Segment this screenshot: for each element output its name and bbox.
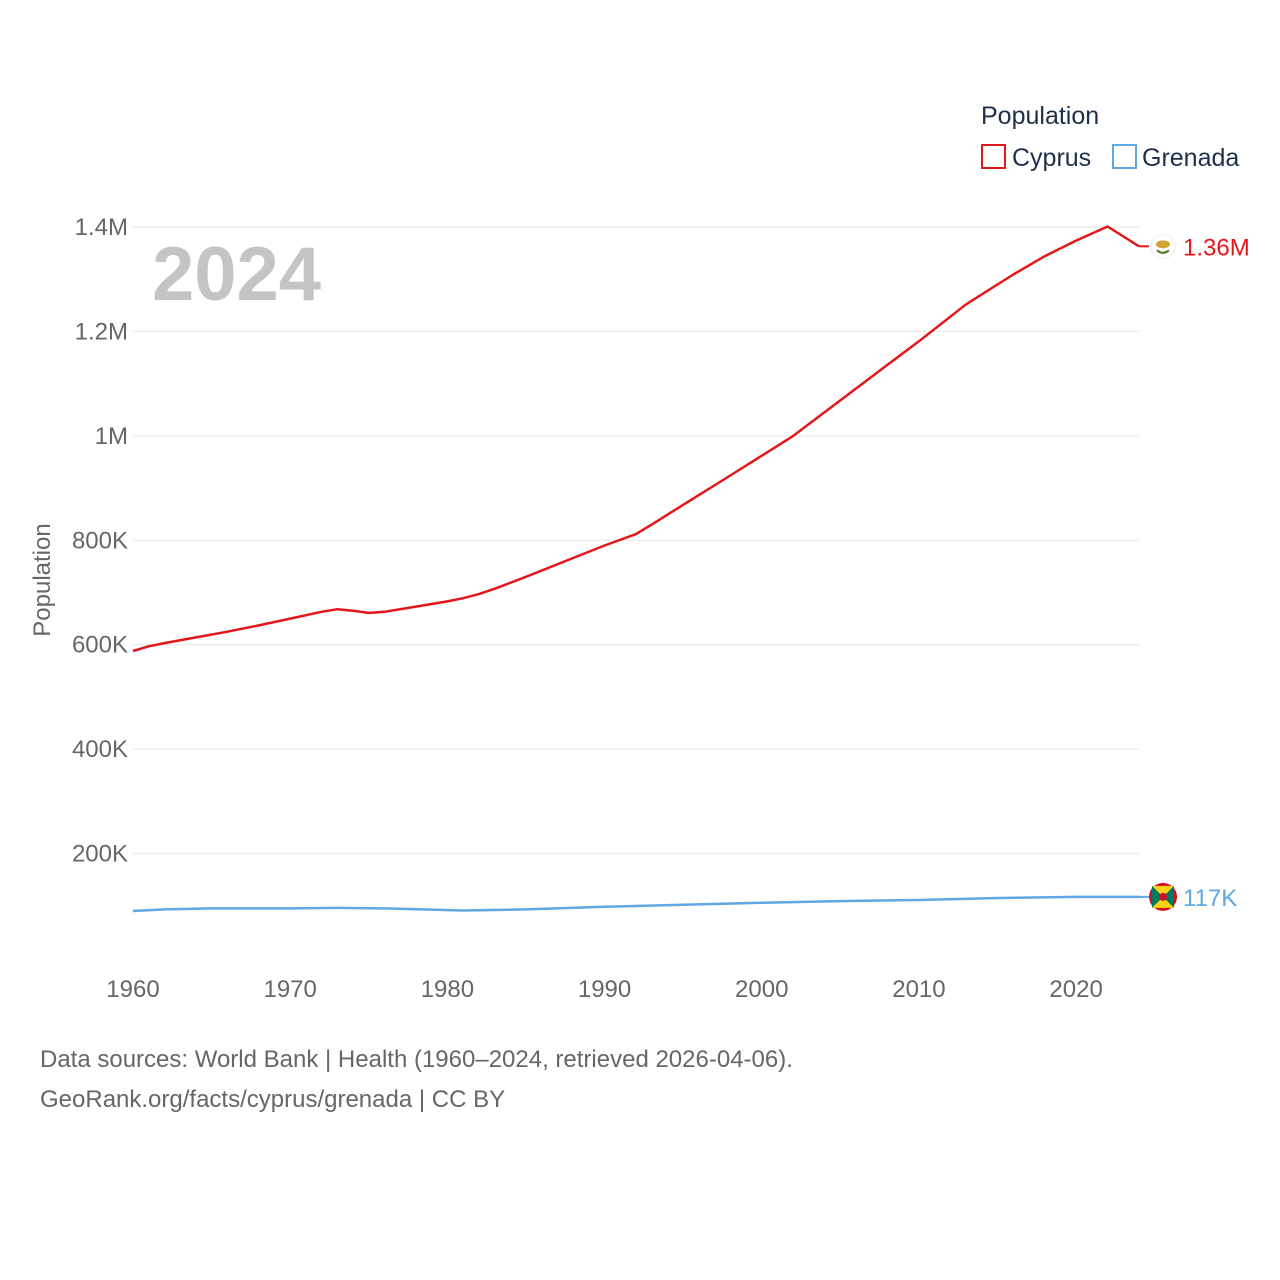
- x-tick-label: 1970: [263, 976, 316, 1003]
- y-tick-label: 1.2M: [75, 318, 128, 345]
- y-axis-title: Population: [29, 523, 56, 636]
- x-tick-label: 2000: [735, 976, 788, 1003]
- x-tick-label: 1960: [106, 976, 159, 1003]
- legend-title: Population: [981, 102, 1099, 130]
- series-line-grenada[interactable]: [132, 895, 1139, 913]
- x-tick-label: 1980: [421, 976, 474, 1003]
- legend-label-cyprus[interactable]: Cyprus: [1012, 144, 1091, 172]
- x-axis-ticks: 1960 1970 1980 1990 2000 2010 2020: [106, 976, 1103, 1003]
- legend-swatch-cyprus[interactable]: [981, 144, 1006, 169]
- cyprus-flag-icon: [1150, 233, 1176, 259]
- x-tick-label: 2010: [892, 976, 945, 1003]
- x-tick-label: 2020: [1049, 976, 1102, 1003]
- source-line-2: GeoRank.org/facts/cyprus/grenada | CC BY: [40, 1086, 506, 1113]
- year-label: 2024: [152, 232, 321, 317]
- legend-swatch-grenada[interactable]: [1112, 144, 1137, 169]
- source-line-1: Data sources: World Bank | Health (1960–…: [40, 1046, 793, 1073]
- y-axis-ticks: 200K 400K 600K 800K 1M 1.2M 1.4M: [72, 214, 128, 868]
- legend: Population Cyprus Grenada: [981, 102, 1239, 172]
- y-tick-label: 800K: [72, 527, 128, 554]
- y-tick-label: 400K: [72, 736, 128, 763]
- x-tick-label: 1990: [578, 976, 631, 1003]
- end-label-grenada: 117K: [1183, 885, 1237, 912]
- source-note: Data sources: World Bank | Health (1960–…: [40, 1040, 793, 1120]
- y-tick-label: 600K: [72, 632, 128, 659]
- y-tick-label: 1.4M: [75, 214, 128, 241]
- y-tick-label: 1M: [95, 423, 128, 450]
- series-line-cyprus[interactable]: [132, 225, 1140, 653]
- grid-lines: [133, 226, 1139, 855]
- legend-label-grenada[interactable]: Grenada: [1142, 144, 1239, 172]
- end-label-cyprus: 1.36M: [1183, 234, 1250, 261]
- series-lines: 1.36M 117K: [132, 225, 1250, 913]
- grenada-flag-icon: [1149, 882, 1177, 911]
- y-tick-label: 200K: [72, 841, 128, 868]
